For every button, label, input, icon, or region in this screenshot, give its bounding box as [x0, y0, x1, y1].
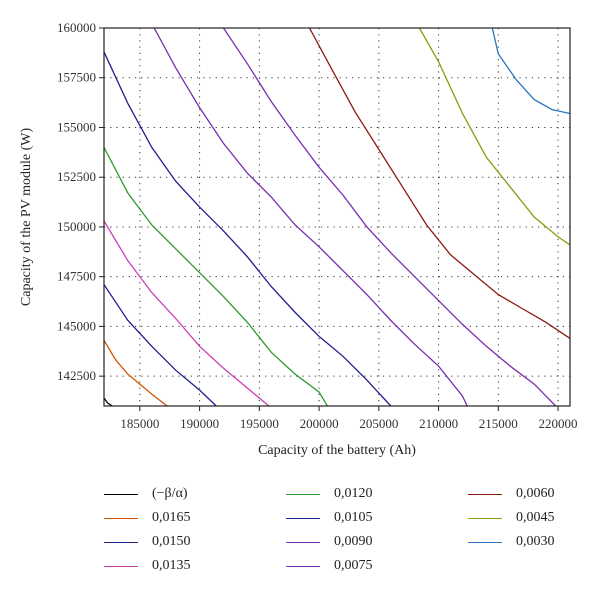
legend-swatch: [104, 565, 138, 567]
x-tick-label: 220000: [539, 416, 578, 431]
x-tick-label: 215000: [479, 416, 518, 431]
legend-swatch: [104, 493, 138, 495]
legend-item: 0,0060: [468, 484, 555, 504]
contour-line: [104, 284, 217, 406]
y-tick-label: 142500: [57, 368, 96, 383]
x-tick-label: 210000: [419, 416, 458, 431]
legend-label: 0,0075: [334, 558, 373, 573]
contour-lines: [104, 28, 570, 406]
legend-label: 0,0150: [152, 534, 191, 549]
x-tick-label: 185000: [120, 416, 159, 431]
contour-line: [104, 147, 328, 406]
legend-item: 0,0030: [468, 532, 555, 552]
contour-line: [418, 28, 570, 246]
contour-line: [104, 220, 270, 406]
y-tick-label: 155000: [57, 119, 96, 134]
contour-line: [104, 397, 113, 406]
legend-item: 0,0150: [104, 532, 191, 552]
legend-swatch: [104, 541, 138, 543]
legend-item: 0,0075: [286, 556, 373, 576]
legend-swatch: [468, 541, 502, 543]
contour-line: [104, 339, 168, 406]
y-tick-label: 145000: [57, 318, 96, 333]
x-tick-label: 190000: [180, 416, 219, 431]
y-tick-label: 150000: [57, 219, 96, 234]
legend-item: 0,0090: [286, 532, 373, 552]
legend-label: 0,0045: [516, 510, 555, 525]
axis-ticks: 185000 190000 195000 200000 205000 210000 2150…: [57, 20, 578, 431]
legend-swatch: [286, 493, 320, 495]
grid-lines: [104, 27, 570, 406]
y-tick-label: 147500: [57, 269, 96, 284]
y-tick-label: 152500: [57, 169, 96, 184]
x-tick-label: 200000: [300, 416, 339, 431]
legend-swatch: [468, 517, 502, 519]
legend-item: 0,0105: [286, 508, 373, 528]
legend-swatch: [104, 517, 138, 519]
x-tick-label: 205000: [359, 416, 398, 431]
legend-label: 0,0135: [152, 558, 191, 573]
legend-item: 0,0165: [104, 508, 191, 528]
legend-item: 0,0045: [468, 508, 555, 528]
legend-label: 0,0090: [334, 534, 373, 549]
contour-line: [308, 28, 570, 339]
legend-label: 0,0030: [516, 534, 555, 549]
chart-legend: (−β/α) 0,0165 0,0150 0,0135 0,0120 0,0105 0,00…: [0, 478, 600, 588]
contour-line: [222, 28, 557, 406]
x-axis-title: Capacity of the battery (Ah): [258, 443, 416, 458]
contour-line: [104, 51, 392, 406]
legend-item: (−β/α): [104, 484, 188, 504]
contour-chart: 185000 190000 195000 200000 205000 210000 2150…: [19, 20, 578, 458]
contour-line: [153, 28, 468, 406]
plot-area-frame: [103, 27, 571, 407]
legend-swatch: [286, 565, 320, 567]
y-tick-label: 160000: [57, 20, 96, 35]
legend-swatch: [286, 541, 320, 543]
legend-swatch: [286, 517, 320, 519]
legend-label: (−β/α): [152, 486, 188, 501]
y-axis-title: Capacity of the PV module (W): [19, 128, 34, 307]
x-tick-label: 195000: [240, 416, 279, 431]
legend-label: 0,0060: [516, 486, 555, 501]
legend-label: 0,0165: [152, 510, 191, 525]
y-tick-label: 157500: [57, 70, 96, 85]
legend-item: 0,0120: [286, 484, 373, 504]
legend-swatch: [468, 493, 502, 495]
contour-line: [491, 28, 570, 115]
legend-item: 0,0135: [104, 556, 191, 576]
legend-label: 0,0105: [334, 510, 373, 525]
legend-label: 0,0120: [334, 486, 373, 501]
